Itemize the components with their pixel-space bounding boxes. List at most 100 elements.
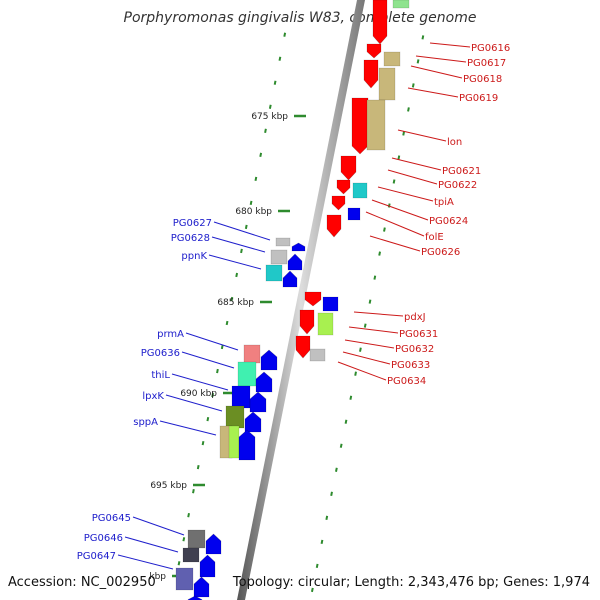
gene-feature: [243, 344, 261, 364]
tick-mark: [264, 128, 267, 133]
tick-mark: [416, 59, 420, 64]
gene-feature: [322, 296, 339, 312]
gene-arrow-forward: [291, 242, 306, 252]
gene-label-thil: thiL: [151, 370, 170, 381]
tick-mark: [249, 200, 253, 206]
callout-line: [124, 536, 179, 553]
gene-label-pg0626: PG0626: [421, 247, 460, 258]
tick-mark: [392, 179, 396, 184]
gene-label-prma: prmA: [157, 329, 184, 340]
tick-mark: [254, 176, 258, 182]
tick-mark: [230, 296, 234, 302]
tick-mark: [259, 152, 263, 157]
accession-label: Accession: NC_002950: [8, 575, 156, 590]
tick-mark: [278, 56, 282, 61]
tick-mark: [310, 587, 314, 593]
gene-arrow-forward: [199, 554, 216, 578]
position-label: 690 kbp: [180, 389, 217, 399]
gene-arrow-reverse: [299, 309, 315, 335]
genome-backbone: [237, 0, 365, 600]
gene-arrow-reverse: [295, 335, 311, 359]
callout-line: [117, 554, 174, 570]
callout-line: [185, 332, 239, 351]
callout-line: [429, 42, 471, 48]
gene-arrow-reverse: [304, 291, 322, 307]
gene-label-pg0627: PG0627: [173, 218, 212, 229]
tick-mark: [383, 227, 386, 232]
gene-label-pg0622: PG0622: [438, 180, 477, 191]
gene-feature: [187, 529, 206, 549]
callout-line: [391, 157, 442, 171]
callout-line: [213, 221, 271, 241]
gene-feature: [352, 182, 368, 199]
tick-mark: [344, 419, 348, 424]
position-label: 685 kbp: [217, 298, 254, 308]
tick-mark: [235, 272, 239, 278]
gene-arrow-reverse: [363, 59, 379, 89]
gene-label-pg0636: PG0636: [141, 348, 180, 359]
tick-mark: [216, 368, 219, 374]
tick-mark: [387, 203, 391, 208]
gene-label-tpia: tpiA: [434, 197, 454, 208]
gene-feature: [275, 237, 291, 247]
map-title: Porphyromonas gingivalis W83, complete g…: [123, 10, 477, 26]
callout-line: [365, 211, 425, 237]
tick-mark: [240, 248, 243, 254]
gene-feature: [366, 99, 386, 151]
callout-line: [407, 87, 459, 98]
gene-label-pg0634: PG0634: [387, 376, 426, 387]
tick-mark: [402, 131, 406, 136]
tick-mark: [268, 104, 272, 109]
gene-label-lpxk: lpxK: [142, 391, 164, 402]
callout-line: [377, 186, 434, 202]
tick-mark: [373, 275, 377, 280]
gene-feature: [383, 51, 401, 67]
gene-feature: [237, 361, 257, 387]
gene-label-pg0616: PG0616: [471, 43, 510, 54]
position-label: 680 kbp: [235, 207, 272, 217]
tick-mark: [201, 440, 205, 446]
gene-feature: [270, 249, 288, 265]
position-ticks: 675 kbp 680 kbp 685 kbp 690 kbp 695 kbp kbp: [149, 32, 425, 593]
gene-arrow-forward: [205, 533, 222, 555]
gene-label-pg0619: PG0619: [459, 93, 498, 104]
gene-arrow-forward: [187, 595, 203, 600]
gene-label-pg0647: PG0647: [77, 551, 116, 562]
tick-mark: [182, 537, 186, 542]
gene-labels: PG0616 PG0617 PG0618 PG0619 lon PG0621 PG0622 t…: [77, 42, 510, 570]
gene-label-fole: folE: [425, 232, 444, 243]
callout-line: [342, 351, 391, 365]
tick-mark: [177, 561, 181, 566]
tick-mark: [407, 107, 410, 112]
gene-label-pg0617: PG0617: [467, 58, 506, 69]
callout-line: [397, 129, 447, 142]
gene-label-pg0633: PG0633: [391, 360, 430, 371]
gene-label-pg0632: PG0632: [395, 344, 434, 355]
gene-label-pdxj: pdxJ: [404, 312, 426, 323]
gene-feature: [228, 425, 240, 459]
gene-label-pg0621: PG0621: [442, 166, 481, 177]
callout-line: [371, 199, 429, 221]
gene-label-pg0618: PG0618: [463, 74, 502, 85]
callout-line: [132, 516, 185, 536]
gene-label-lon: lon: [447, 137, 462, 148]
gene-features: [175, 0, 410, 600]
callout-line: [410, 65, 463, 79]
tick-mark: [397, 155, 401, 160]
gene-arrow-reverse: [331, 195, 346, 211]
gene-feature: [231, 385, 251, 409]
gene-label-sppa: sppA: [133, 417, 158, 428]
gene-feature: [317, 312, 334, 336]
tick-mark: [359, 347, 362, 352]
tick-mark: [363, 323, 367, 328]
callout-line: [353, 311, 404, 317]
gene-label-pg0631: PG0631: [399, 329, 438, 340]
tick-mark: [335, 467, 338, 472]
gene-arrow-forward: [260, 349, 278, 371]
tick-mark: [378, 251, 382, 256]
gene-arrow-forward: [287, 253, 303, 271]
tick-mark: [187, 513, 190, 518]
gene-label-ppnk: ppnK: [181, 251, 207, 262]
tick-mark: [421, 35, 425, 40]
